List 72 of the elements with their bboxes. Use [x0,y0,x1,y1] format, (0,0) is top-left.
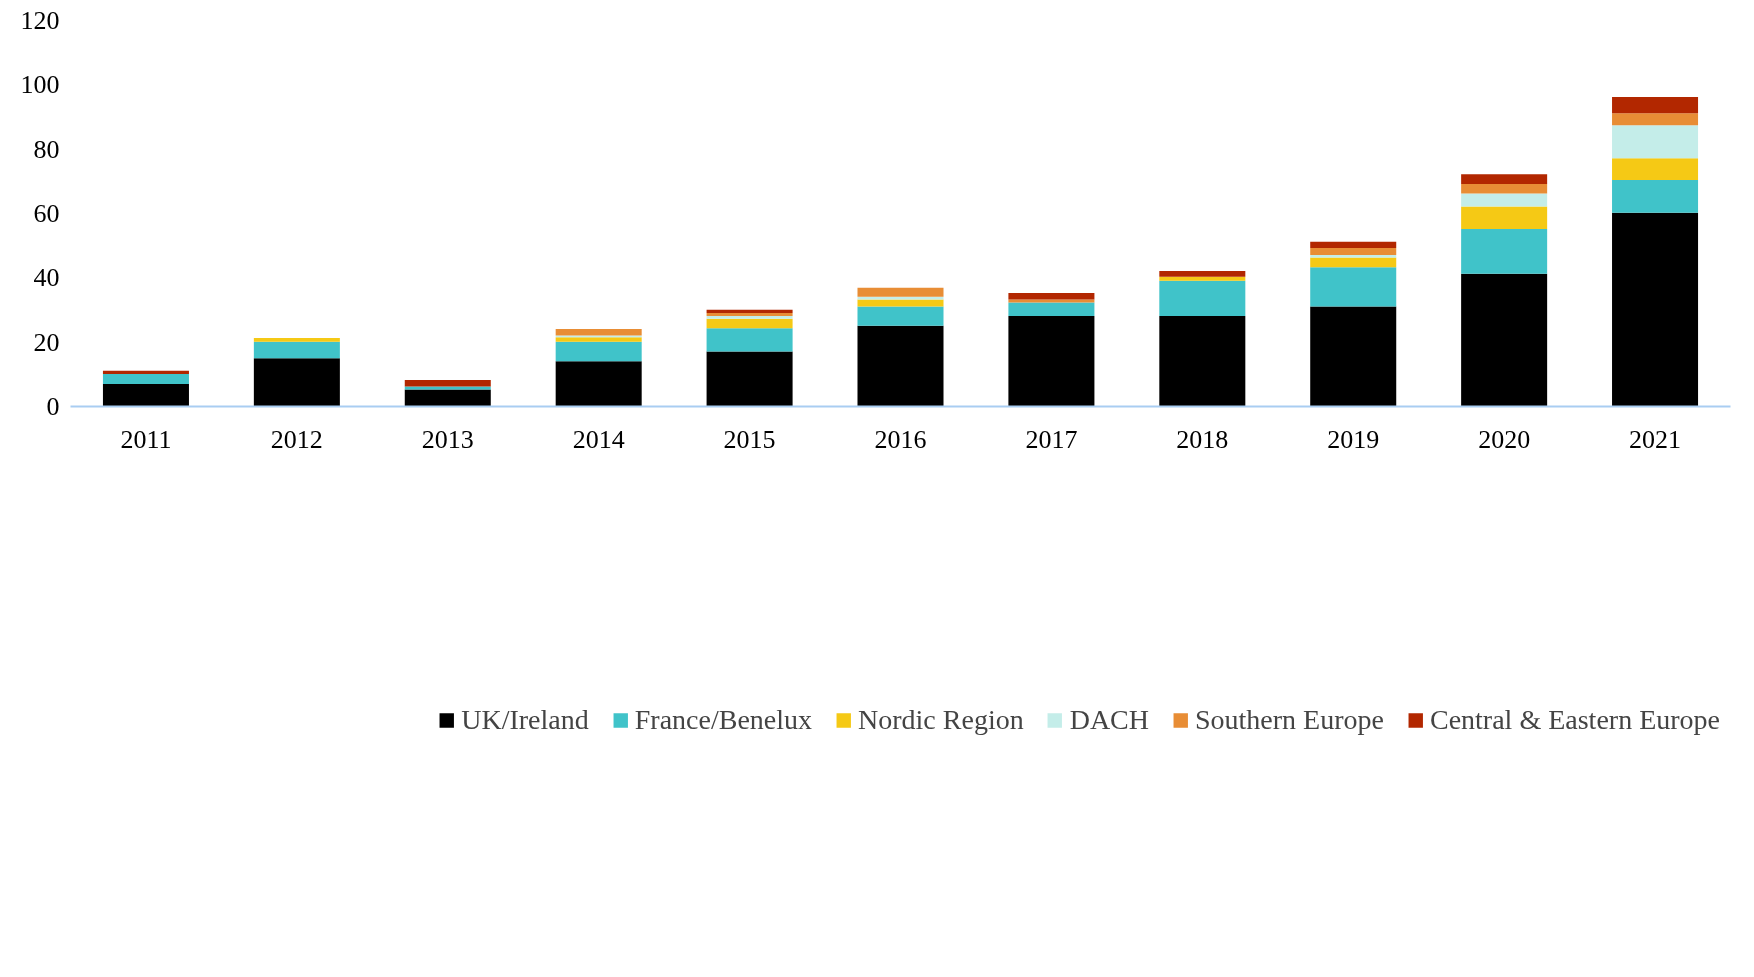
x-tick-label: 2018 [1176,424,1229,454]
bar [857,287,944,297]
bar [555,341,642,362]
bar [102,383,189,407]
bar [1461,273,1548,407]
x-tick-label: 2021 [1629,424,1682,454]
bar [404,389,491,407]
bar [1310,306,1397,407]
x-tick-label: 2020 [1478,424,1531,454]
legend-label: France/Benelux [634,704,813,736]
bar [555,337,642,342]
bar [102,374,189,384]
bar [1008,292,1095,300]
x-tick-label: 2013 [421,424,474,454]
y-tick-label: 60 [33,199,60,228]
legend-label: Nordic Region [858,704,1024,736]
bar [1310,257,1397,268]
y-tick-label: 80 [33,134,60,164]
bar [1612,158,1699,181]
bar [1008,316,1095,407]
bar [102,370,189,375]
bar [1008,302,1095,317]
y-tick-label: 20 [33,327,60,357]
bar [1612,125,1699,159]
bar [1461,228,1548,274]
bar [1461,193,1548,207]
bar [1461,174,1548,184]
bar [555,361,642,407]
bar [1612,212,1699,407]
bar [857,299,944,307]
bar [1310,247,1397,255]
bar [706,351,793,407]
x-tick-label: 2016 [874,424,927,454]
bar [706,316,793,319]
bar [1159,316,1246,407]
bar [706,309,793,313]
x-tick-label: 2015 [723,424,776,454]
bar [706,318,793,329]
bar [857,306,944,326]
bar [404,380,491,387]
x-tick-label: 2014 [572,424,625,454]
y-tick-label: 0 [46,392,60,421]
legend-label: DACH [1069,704,1150,736]
bar [1612,180,1699,213]
bar [1461,206,1548,229]
y-tick-label: 100 [20,70,60,100]
bar [1310,267,1397,307]
bar [253,358,340,407]
bar [1008,299,1095,303]
bar [857,325,944,407]
x-tick-label: 2012 [270,424,323,454]
legend-label: Southern Europe [1195,704,1384,736]
bar [1159,276,1246,281]
legend-label: Central & Eastern Europe [1429,704,1720,736]
x-tick-label: 2011 [120,424,172,454]
bar [706,312,793,317]
bar [1159,280,1246,317]
bar [253,337,340,342]
bar [1612,97,1699,114]
bar [706,328,793,352]
bar [1612,113,1699,126]
bar [1159,271,1246,277]
bar [1461,183,1548,194]
legend-label: UK/Ireland [461,704,589,736]
bar [1310,241,1397,248]
y-tick-label: 40 [33,263,60,293]
bar [253,341,340,359]
x-tick-label: 2017 [1025,424,1078,454]
bar [555,328,642,336]
bar [1310,254,1397,258]
y-tick-label: 120 [20,6,60,35]
x-tick-label: 2019 [1327,424,1380,454]
